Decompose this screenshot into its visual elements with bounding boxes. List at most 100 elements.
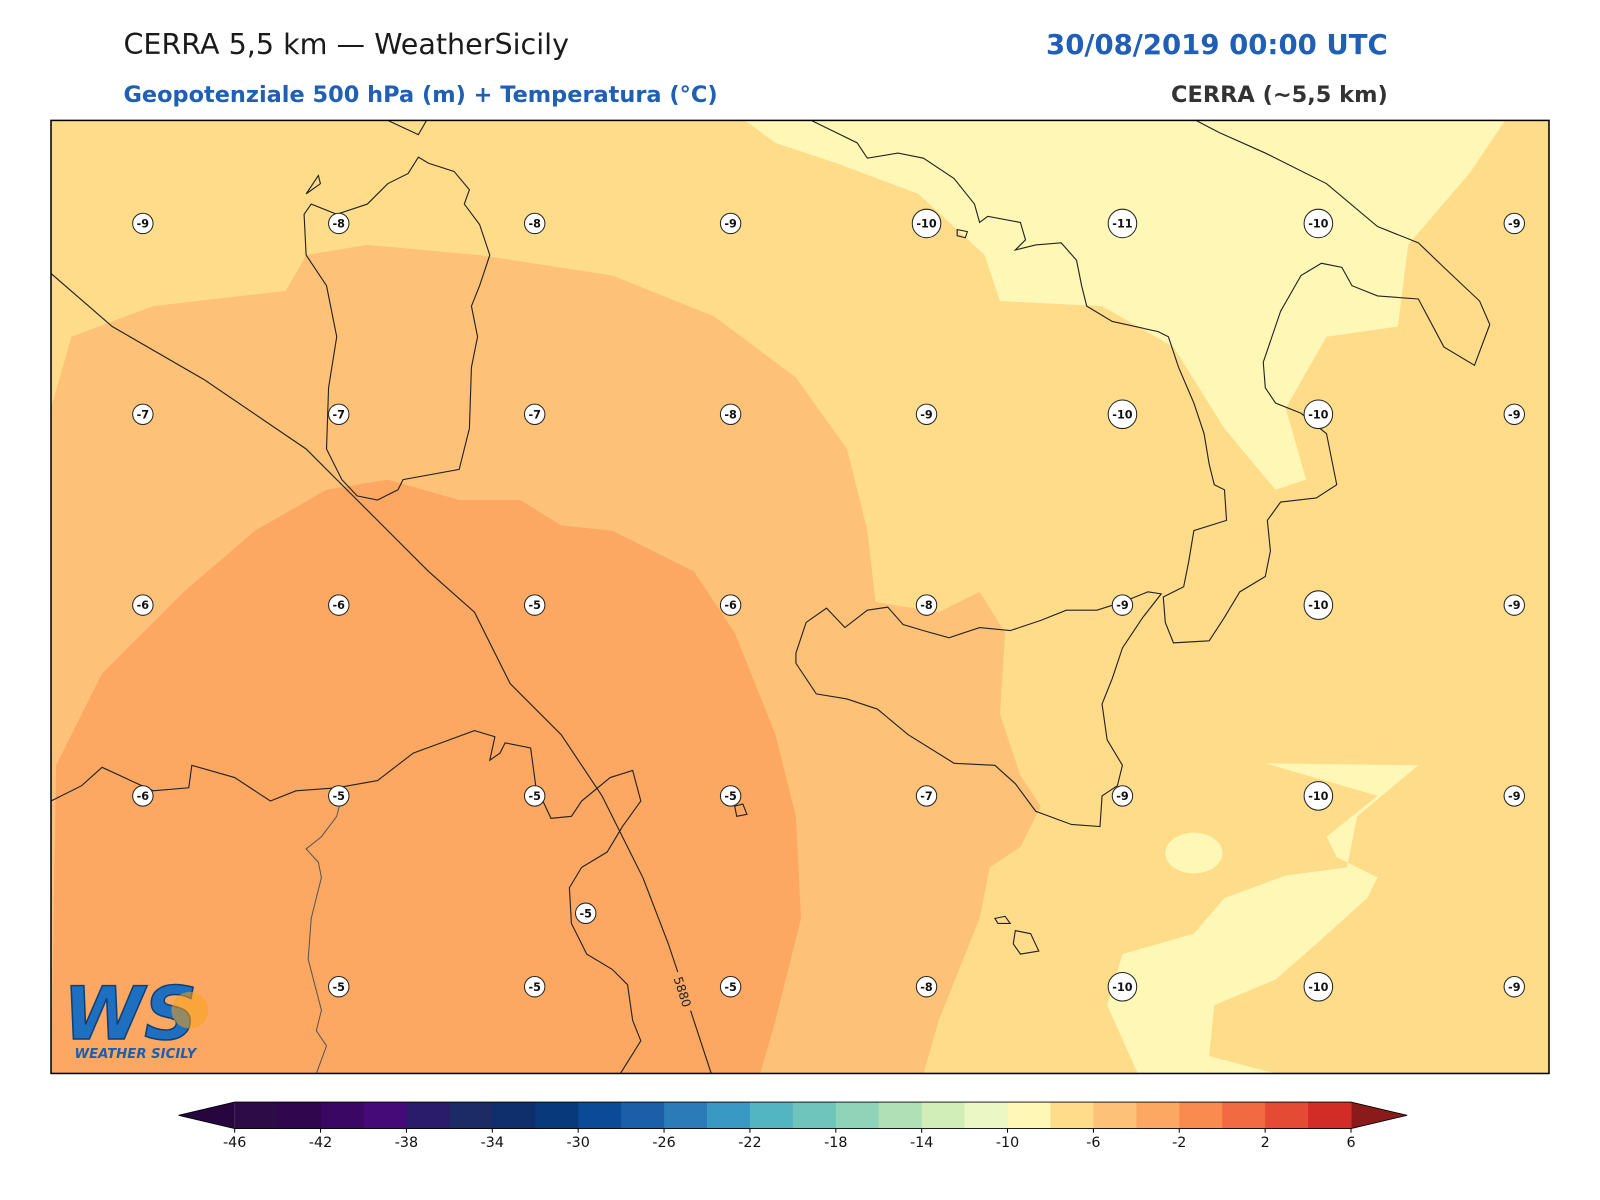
colorbar-tick-label: -46	[223, 1135, 246, 1151]
colorbar-segment	[1222, 1102, 1266, 1129]
colorbar-segment	[320, 1102, 365, 1129]
colorbar-segment	[878, 1102, 923, 1129]
colorbar-tick-label: 2	[1261, 1135, 1270, 1151]
label-circle	[1303, 399, 1334, 430]
label-circle	[1303, 590, 1334, 620]
temperature-label: -9	[1116, 790, 1129, 803]
colorbar-tick-label: -10	[996, 1135, 1019, 1151]
label-circle	[719, 785, 742, 807]
temperature-label: -10	[1112, 408, 1132, 421]
temperature-label: -9	[1508, 217, 1521, 230]
colorbar-tick-label: -38	[395, 1135, 418, 1151]
colorbar-segment	[578, 1102, 622, 1129]
temperature-label: -6	[137, 599, 150, 612]
coastline	[810, 120, 1491, 644]
colorbar-tick-label: -18	[824, 1135, 847, 1151]
title: CERRA 5,5 km — WeatherSicily	[123, 27, 569, 61]
label-circle	[1107, 399, 1138, 430]
colorbar: -46 -42 -38 -34 -30 -26 -22 -18 -14 -10 -6 -2 2 6	[178, 1101, 1408, 1151]
label-circle	[1503, 976, 1525, 998]
colorbar-segment	[406, 1102, 450, 1129]
temperature-label: -7	[920, 790, 932, 803]
field	[51, 479, 802, 1074]
label-circle	[915, 403, 938, 425]
map-area: 5880 -9 -8 -8 -9 -10 -11 -10 -9 -7 -7 -7 -8 -9 -10 -10…	[51, 120, 1549, 1074]
temperature-label: -9	[137, 217, 150, 230]
temperature-label: -9	[1508, 981, 1521, 994]
temperature-label: -11	[1112, 217, 1132, 230]
label-circle	[915, 785, 938, 807]
label-circle	[132, 785, 154, 807]
label-circle	[328, 212, 350, 235]
map-frame	[50, 119, 1550, 1075]
logo: WS WEATHER SICILY	[62, 971, 209, 1062]
colorbar-segment	[1179, 1102, 1223, 1129]
label-circle	[575, 902, 597, 924]
colorbar-tick-label: -42	[309, 1135, 332, 1151]
colorbar-segment	[492, 1102, 536, 1129]
label-circle	[132, 403, 154, 425]
colorbar-segment	[706, 1102, 751, 1129]
colorbar-segment	[535, 1102, 579, 1129]
temperature-label: -8	[528, 217, 541, 230]
label-circle	[328, 785, 350, 807]
label-circle	[1503, 212, 1525, 235]
label-circle	[719, 976, 742, 998]
colorbar-tick-label: -2	[1172, 1135, 1186, 1151]
label-circle	[911, 208, 942, 239]
contour-label-bg	[667, 969, 698, 1015]
temperature-label: -10	[1308, 790, 1328, 803]
coastline	[303, 120, 491, 501]
subtitle: Geopotenziale 500 hPa (m) + Temperatura …	[123, 82, 717, 108]
label-circle	[1303, 208, 1334, 239]
temperature-label: -9	[1508, 599, 1521, 612]
model: CERRA (~5,5 km)	[1171, 82, 1388, 108]
colorbar-segment	[835, 1102, 880, 1129]
temperature-label: -5	[724, 790, 737, 803]
colorbar-segment	[1265, 1102, 1309, 1129]
temperature-label: -10	[1308, 981, 1328, 994]
temperature-labels: -9 -8 -8 -9 -10 -11 -10 -9 -7 -7 -7 -8 -9 -10 -10 -9 -6 -…	[132, 208, 1525, 1002]
temperature-label: -10	[1308, 217, 1328, 230]
label-circle	[1111, 785, 1134, 807]
label-circle	[523, 212, 546, 235]
colorbar-segment	[234, 1102, 279, 1129]
label-circle	[719, 403, 742, 425]
colorbar-segment	[621, 1102, 665, 1129]
label-circle	[1303, 971, 1334, 1002]
colorbar-segment	[1308, 1102, 1352, 1129]
temperature-label: -7	[137, 408, 149, 421]
colorbar-tick-label: 6	[1346, 1135, 1355, 1151]
colorbar-segment	[1093, 1102, 1137, 1129]
temperature-label: -9	[724, 217, 737, 230]
label-circle	[523, 976, 546, 998]
date: 30/08/2019 00:00 UTC	[1046, 29, 1388, 61]
temperature-label: -10	[1112, 981, 1132, 994]
coastline	[734, 228, 1040, 955]
label-circle	[132, 594, 154, 616]
colorbar-segment	[277, 1102, 322, 1129]
label-circle	[523, 403, 546, 425]
contour-label-group: 5880	[667, 969, 698, 1015]
field	[1165, 832, 1223, 874]
colorbar-tick-label: -14	[910, 1135, 933, 1151]
label-circle	[1503, 594, 1525, 616]
temperature-label: -9	[1508, 408, 1521, 421]
colorbar-segment	[363, 1102, 407, 1129]
temperature-label: -9	[920, 408, 933, 421]
colorbar-extend	[1351, 1102, 1408, 1129]
label-circle	[523, 785, 546, 807]
temperature-label: -8	[724, 408, 737, 421]
colorbar-segment	[749, 1102, 794, 1129]
label-circle	[1107, 208, 1138, 239]
label-circle	[523, 594, 546, 616]
temperature-label: -5	[579, 907, 592, 920]
temperature-label: -6	[333, 599, 346, 612]
temperature-label: -6	[724, 599, 737, 612]
temperature-label: -7	[528, 408, 540, 421]
temperature-label: -10	[1308, 408, 1328, 421]
border	[305, 795, 343, 1074]
colorbar-tick-label: -26	[652, 1135, 675, 1151]
coastline	[51, 730, 642, 1074]
